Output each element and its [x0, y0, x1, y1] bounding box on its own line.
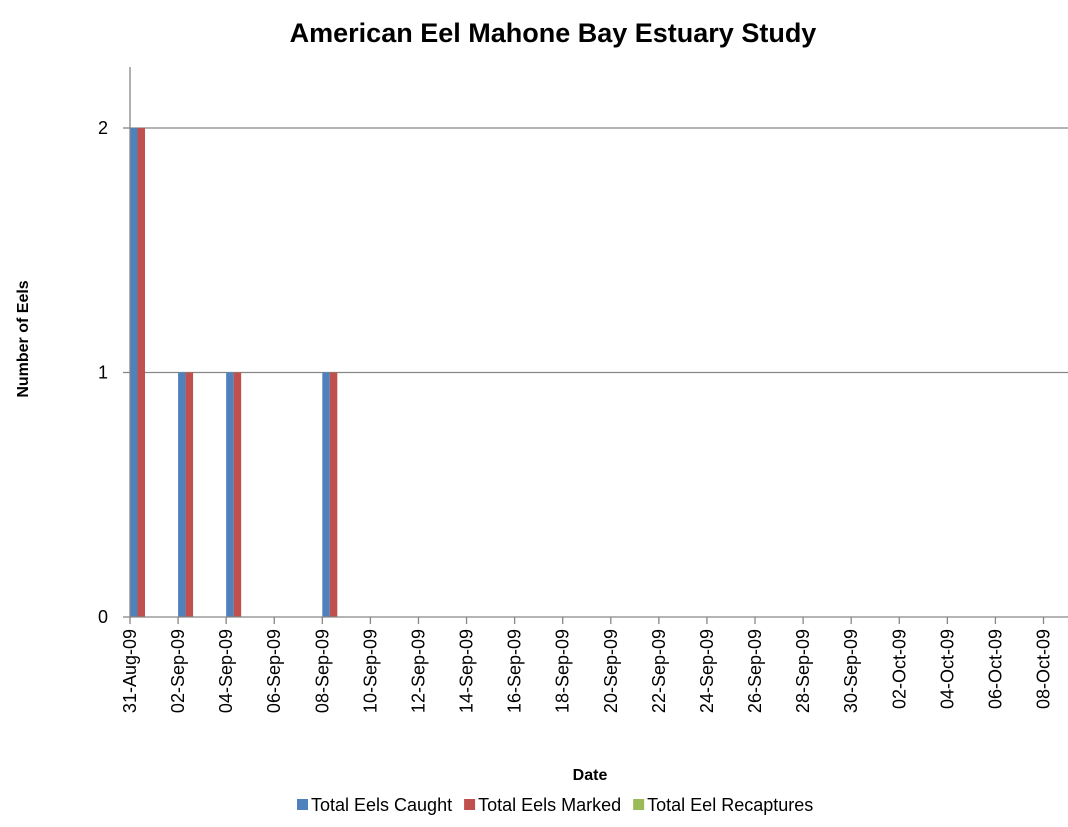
legend-label: Total Eel Recaptures: [647, 795, 813, 815]
x-tick-label: 22-Sep-09: [649, 629, 669, 713]
x-tick-label: 31-Aug-09: [120, 629, 140, 713]
bars: [130, 128, 338, 617]
x-axis-label: Date: [573, 767, 608, 784]
x-tick-label: 18-Sep-09: [553, 629, 573, 713]
x-tick-label: 10-Sep-09: [360, 629, 380, 713]
bar: [329, 372, 338, 617]
x-tick-label: 26-Sep-09: [745, 629, 765, 713]
x-tick-label: 04-Oct-09: [937, 629, 957, 709]
y-axis-label: Number of Eels: [15, 280, 32, 397]
chart-title: American Eel Mahone Bay Estuary Study: [290, 18, 817, 48]
legend-label: Total Eels Caught: [311, 795, 452, 815]
legend-swatch: [633, 799, 645, 810]
legend-swatch: [464, 799, 476, 810]
x-tick-label: 16-Sep-09: [505, 629, 525, 713]
x-tick-label: 20-Sep-09: [601, 629, 621, 713]
bar: [130, 128, 138, 617]
x-tick-label: 06-Oct-09: [985, 629, 1005, 709]
legend: Total Eels Caught Total Eels Marked Total …: [297, 795, 813, 815]
axes: [123, 67, 1068, 624]
legend-item: Total Eel Recaptures: [633, 795, 813, 815]
bar: [185, 372, 194, 617]
y-tick-label: 1: [98, 363, 108, 383]
legend-item: Total Eels Caught: [297, 795, 452, 815]
x-tick-label: 14-Sep-09: [457, 629, 477, 713]
y-tick-label: 0: [98, 607, 108, 627]
bar: [137, 128, 145, 617]
x-tick-label: 28-Sep-09: [793, 629, 813, 713]
legend-item: Total Eels Marked: [464, 795, 621, 815]
y-tick-label: 2: [98, 118, 108, 138]
x-tick-label: 06-Sep-09: [264, 629, 284, 713]
x-tick-labels: 31-Aug-09 02-Sep-09 04-Sep-09 06-Sep-09 08-S…: [120, 629, 1054, 713]
x-tick-label: 08-Oct-09: [1034, 629, 1054, 709]
x-tick-label: 24-Sep-09: [697, 629, 717, 713]
gridlines: [130, 127, 1068, 374]
x-tick-label: 02-Sep-09: [168, 629, 188, 713]
bar: [226, 372, 234, 617]
x-tick-label: 08-Sep-09: [312, 629, 332, 713]
x-tick-label: 12-Sep-09: [408, 629, 428, 713]
legend-swatch: [297, 799, 308, 810]
bar: [233, 372, 242, 617]
x-tick-label: 30-Sep-09: [841, 629, 861, 713]
x-tick-label: 04-Sep-09: [216, 629, 236, 713]
legend-label: Total Eels Marked: [478, 795, 621, 815]
bar: [322, 372, 330, 617]
x-tick-label: 02-Oct-09: [889, 629, 909, 709]
bar: [178, 372, 186, 617]
y-tick-labels: 0 1 2: [98, 118, 108, 627]
